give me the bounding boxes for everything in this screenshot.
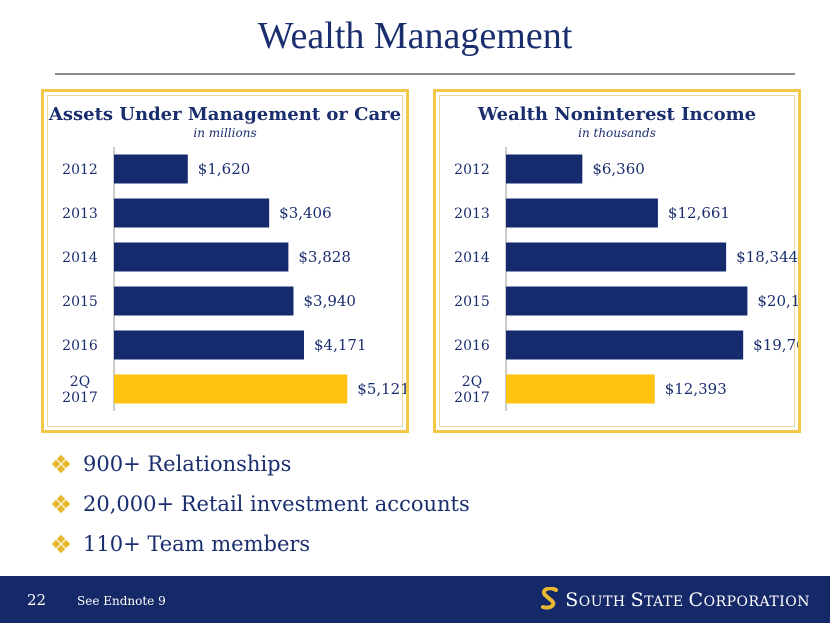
category-tick-label: 2014 bbox=[62, 250, 98, 266]
bar bbox=[506, 286, 748, 316]
category-tick-label: 2012 bbox=[62, 162, 98, 178]
data-label: $3,940 bbox=[303, 292, 356, 310]
aum-chart-panel: Assets Under Management or Care in milli… bbox=[41, 89, 409, 433]
bar bbox=[114, 330, 305, 360]
category-tick-label: 2015 bbox=[62, 294, 98, 310]
bullet-item: 20,000+ Retail investment accounts bbox=[51, 484, 470, 524]
diamond-bullet-icon bbox=[51, 534, 71, 554]
data-label: $5,121 bbox=[357, 380, 406, 398]
category-tick-label: 2014 bbox=[454, 250, 490, 266]
aum-chart-inner-border bbox=[47, 95, 403, 427]
data-label: $6,360 bbox=[592, 160, 645, 178]
category-tick-label: 2015 bbox=[454, 294, 490, 310]
category-tick-label: 2013 bbox=[62, 206, 98, 222]
bullet-text: 20,000+ Retail investment accounts bbox=[83, 492, 470, 516]
bar bbox=[114, 374, 348, 404]
diamond-bullet-icon bbox=[51, 454, 71, 474]
bar bbox=[114, 242, 289, 272]
diamond-bullet-icon bbox=[51, 494, 71, 514]
data-label: $19,764 bbox=[753, 336, 798, 354]
bar bbox=[506, 154, 583, 184]
data-label: $3,406 bbox=[279, 204, 332, 222]
south-state-logo-icon bbox=[541, 587, 559, 610]
bar bbox=[506, 242, 727, 272]
aum-chart-title: Assets Under Management or Care bbox=[48, 104, 402, 125]
brand-name: SOUTH STATE CORPORATION bbox=[565, 589, 810, 611]
bullet-list: 900+ Relationships 20,000+ Retail invest… bbox=[51, 444, 470, 564]
data-label: $18,344 bbox=[736, 248, 798, 266]
bar bbox=[114, 154, 188, 184]
footer-bar: 22 See Endnote 9 SOUTH STATE CORPORATION bbox=[0, 576, 830, 623]
category-tick-label: 2Q 2017 bbox=[62, 374, 98, 406]
brand-logo: SOUTH STATE CORPORATION bbox=[539, 587, 810, 613]
data-label: $1,620 bbox=[198, 160, 251, 178]
income-chart-title: Wealth Noninterest Income bbox=[477, 104, 757, 125]
bar bbox=[506, 198, 658, 228]
endnote-reference: See Endnote 9 bbox=[77, 594, 166, 608]
income-chart-inner-border bbox=[439, 95, 795, 427]
income-chart-subtitle: in thousands bbox=[578, 126, 656, 140]
aum-chart-subtitle: in millions bbox=[193, 126, 257, 140]
data-label: $4,171 bbox=[314, 336, 367, 354]
page-number: 22 bbox=[27, 591, 47, 609]
aum-bar-chart: $1,620 2012 $3,406 2013 $3,828 2014 $3,940 2015… bbox=[62, 147, 406, 411]
bullet-item: 900+ Relationships bbox=[51, 444, 470, 484]
bullet-item: 110+ Team members bbox=[51, 524, 470, 564]
bullet-text: 110+ Team members bbox=[83, 532, 311, 556]
slide-title: Wealth Management bbox=[257, 15, 573, 57]
data-label: $3,828 bbox=[298, 248, 351, 266]
title-divider bbox=[55, 73, 795, 75]
bar bbox=[506, 374, 655, 404]
data-label: $12,393 bbox=[665, 380, 727, 398]
income-chart-panel: Wealth Noninterest Income in thousands $… bbox=[433, 89, 801, 433]
data-label: $20,117 bbox=[757, 292, 798, 310]
category-tick-label: 2013 bbox=[454, 206, 490, 222]
income-bar-chart: $6,360 2012 $12,661 2013 $18,344 2014 $20,117 2… bbox=[454, 147, 798, 411]
bar bbox=[114, 198, 270, 228]
category-tick-label: 2Q 2017 bbox=[454, 374, 490, 406]
category-tick-label: 2016 bbox=[62, 338, 98, 354]
category-tick-label: 2012 bbox=[454, 162, 490, 178]
bar bbox=[114, 286, 294, 316]
data-label: $12,661 bbox=[668, 204, 730, 222]
bar bbox=[506, 330, 744, 360]
bullet-text: 900+ Relationships bbox=[83, 452, 292, 476]
category-tick-label: 2016 bbox=[454, 338, 490, 354]
